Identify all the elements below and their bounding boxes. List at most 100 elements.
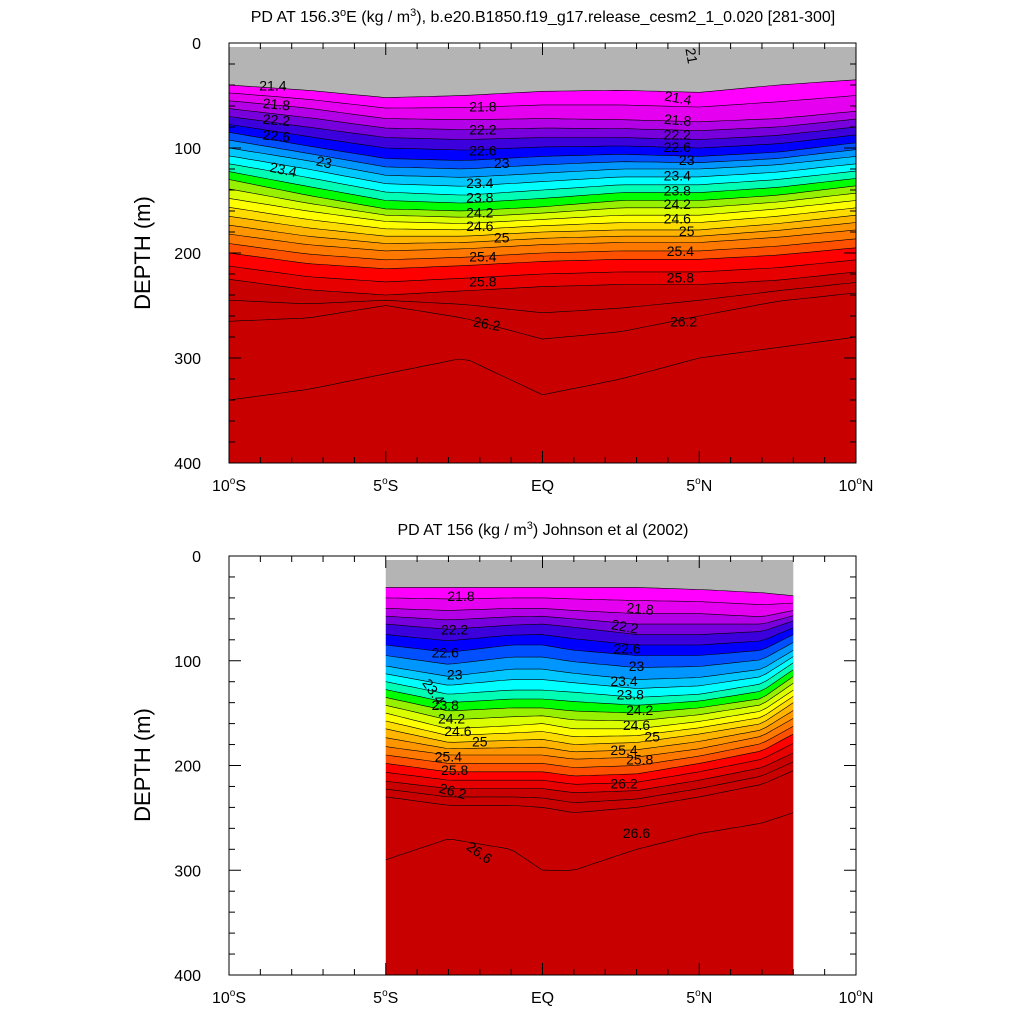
contour-band: [385, 812, 794, 975]
isopycnal-line: [385, 689, 794, 730]
contour-label: 25.4: [610, 742, 637, 758]
isopycnal-line: [385, 669, 794, 706]
isopycnal-line: [385, 683, 794, 722]
contour-label: 26.2: [472, 313, 502, 334]
panel-observation: PD AT 156 (kg / m3) Johnson et al (2002)…: [130, 520, 873, 1007]
contour-label: 23.4: [610, 673, 637, 689]
isopycnal-line: [385, 608, 794, 617]
isopycnal-line: [228, 238, 857, 261]
contour-label: 23.8: [466, 190, 493, 206]
isopycnal-line: [228, 247, 857, 270]
isopycnal-line: [228, 139, 857, 170]
isopycnal-line: [228, 147, 857, 178]
isopycnal-line: [228, 259, 857, 283]
contour-band: [229, 198, 856, 230]
contour-label: 23: [494, 155, 510, 171]
isopycnal-line: [228, 222, 857, 244]
contour-label: 26.2: [670, 314, 697, 330]
y-tick-label: 100: [174, 141, 201, 158]
contour-label: 21.8: [447, 588, 474, 604]
x-tick-label: 5oS: [373, 988, 398, 1007]
contour-band: [229, 108, 856, 140]
contour-label: 23.8: [664, 182, 691, 198]
isopycnal-line: [385, 656, 794, 689]
contour-label: 21.8: [626, 599, 655, 617]
isopycnal-line: [385, 743, 794, 785]
contour-band: [385, 627, 794, 656]
x-tick-label: 10oN: [839, 476, 874, 495]
contour-band: [385, 656, 794, 698]
contour-label: 24.2: [626, 702, 653, 718]
isopycnal-line: [385, 634, 794, 656]
panel-title: PD AT 156 (kg / m3) Johnson et al (2002): [397, 520, 688, 539]
contour-label: 23.4: [664, 168, 691, 184]
contour-band: [229, 163, 856, 203]
contour-label: 21.4: [259, 77, 286, 93]
contour-band: [229, 171, 856, 211]
isopycnal-line: [385, 620, 794, 635]
contour-band: [385, 676, 794, 721]
contour-label: 22.6: [432, 645, 459, 661]
contour-band: [385, 662, 794, 706]
contour-label: 22.2: [262, 111, 291, 129]
contour-label: 24.6: [444, 723, 471, 739]
contour-label: 22.2: [469, 121, 496, 137]
contour-band: [385, 642, 794, 680]
contour-label: 24.6: [623, 717, 650, 733]
contour-band: [385, 650, 794, 689]
contour-label: 21.4: [663, 88, 693, 109]
contour-band: [229, 282, 856, 340]
contour-band: [229, 116, 856, 150]
contour-label: 22.2: [664, 127, 691, 143]
contour-band: [229, 238, 856, 269]
contour-label: 23: [447, 667, 463, 683]
contour-label: 22.2: [610, 616, 640, 637]
isopycnal-line: [385, 627, 794, 646]
y-axis-label: DEPTH (m): [130, 708, 155, 822]
isopycnal-line: [385, 676, 794, 714]
contour-band: [229, 92, 856, 122]
contour-label: 21: [682, 47, 700, 65]
contour-label: 22.6: [469, 142, 496, 158]
contour-band: [229, 79, 856, 109]
contour-label: 25.8: [469, 274, 496, 290]
contour-label: 23: [629, 658, 645, 674]
isopycnal-line: [385, 696, 794, 738]
contour-label: 24.2: [466, 204, 493, 220]
isopycnal-line: [385, 597, 794, 605]
contour-band: [229, 100, 856, 131]
contour-label: 23.8: [432, 697, 459, 713]
contour-label: 25.4: [667, 243, 694, 259]
contour-band: [229, 337, 856, 463]
isopycnal-line: [228, 132, 857, 161]
y-axis-label: DEPTH (m): [130, 196, 155, 310]
contour-band: [229, 132, 856, 169]
contour-label: 25.8: [626, 752, 653, 768]
isopycnal-line: [385, 615, 794, 625]
contour-band: [385, 752, 794, 803]
panel-model: PD AT 156.3oE (kg / m3), b.e20.B1850.f19…: [130, 7, 873, 495]
axes: 10oS 5oS EQ 5oN 10oN 0 100 200 300 400: [174, 36, 873, 495]
contour-label: 21.8: [262, 95, 291, 113]
contour-label: 25.4: [469, 248, 496, 264]
isopycnal-line: [228, 100, 857, 123]
contour-label: 24.6: [664, 211, 691, 227]
x-tick-label: 10oS: [212, 988, 246, 1007]
plot-area: 21.421.822.222.62323.421.822.222.62323.4…: [228, 47, 857, 463]
contour-band: [385, 696, 794, 745]
isopycnal-line: [228, 179, 857, 212]
contour-band: [229, 271, 856, 313]
contour-label: 25.8: [667, 269, 694, 285]
isopycnal-line: [228, 292, 857, 340]
x-tick-label: 5oS: [373, 476, 398, 495]
isopycnal-line: [228, 214, 857, 237]
contour-label: 25: [472, 734, 488, 750]
contour-label: 21.8: [469, 98, 496, 114]
isopycnal-line: [385, 587, 794, 597]
isopycnal-line: [385, 718, 794, 760]
isopycnal-line: [385, 642, 794, 668]
x-tick-label: EQ: [531, 478, 554, 495]
y-tick-label: 100: [174, 654, 201, 671]
contour-label: 26.2: [438, 780, 469, 803]
